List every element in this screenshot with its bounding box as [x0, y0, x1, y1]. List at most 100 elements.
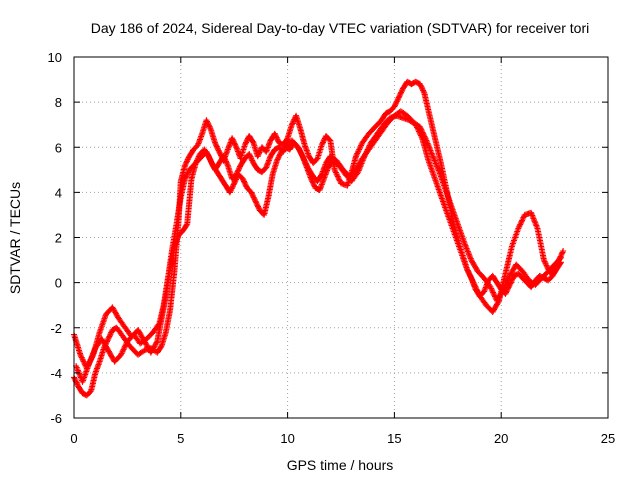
data-point-fill	[422, 136, 429, 143]
data-point-fill	[230, 137, 237, 144]
data-point-fill	[87, 356, 94, 363]
data-point-fill	[215, 147, 222, 154]
data-point	[464, 266, 470, 273]
data-point-fill	[74, 366, 81, 372]
y-tick-label: -6	[50, 411, 62, 426]
data-point-fill	[119, 347, 126, 354]
data-point-fill	[356, 146, 363, 153]
data-point-fill	[86, 359, 93, 366]
data-point-fill	[319, 168, 326, 175]
data-point	[229, 135, 236, 142]
data-point-fill	[519, 217, 526, 224]
data-point-fill	[320, 139, 326, 146]
data-point-fill	[241, 178, 247, 185]
data-point-fill	[420, 87, 427, 94]
data-point-fill	[473, 286, 480, 293]
data-point-fill	[248, 154, 254, 161]
data-point-fill	[468, 275, 475, 282]
y-tick-label: -2	[50, 321, 62, 336]
data-point-fill	[299, 153, 306, 160]
data-point-fill	[89, 352, 96, 359]
data-point-fill	[491, 292, 498, 299]
data-point-fill	[334, 173, 341, 180]
data-point	[528, 209, 535, 216]
data-point-fill	[420, 88, 427, 95]
data-point	[233, 144, 240, 151]
data-point-fill	[108, 329, 115, 336]
data-point	[203, 117, 210, 124]
data-point-fill	[543, 262, 550, 269]
data-point-fill	[223, 149, 230, 156]
data-point	[182, 162, 189, 169]
data-point-fill	[304, 164, 311, 171]
data-point-fill	[264, 144, 271, 151]
data-point	[316, 187, 323, 194]
data-point-fill	[398, 89, 405, 96]
data-point-fill	[473, 285, 479, 291]
data-point-fill	[119, 349, 126, 356]
data-point-fill	[309, 178, 316, 185]
data-point-fill	[434, 164, 441, 171]
data-point	[239, 175, 246, 182]
data-point-fill	[501, 283, 508, 290]
data-point-fill	[107, 330, 114, 337]
data-point-fill	[463, 245, 470, 252]
data-point-fill	[419, 129, 426, 136]
data-point	[353, 153, 359, 160]
data-point-fill	[462, 242, 469, 249]
data-point-fill	[255, 150, 262, 157]
data-point-fill	[300, 155, 307, 162]
grid-lines	[74, 57, 608, 418]
data-point-fill	[541, 258, 548, 265]
data-point	[220, 153, 227, 160]
data-point-fill	[255, 204, 262, 211]
data-point	[226, 189, 233, 196]
data-point	[77, 351, 84, 358]
data-point-fill	[426, 146, 433, 153]
data-point-fill	[533, 222, 540, 229]
data-point-fill	[520, 214, 527, 221]
data-point-fill	[469, 278, 476, 285]
data-point	[318, 142, 325, 148]
data-point-fill	[101, 341, 108, 347]
data-point-fill	[398, 88, 405, 95]
data-point-fill	[264, 160, 271, 167]
y-axis-label: SDTVAR / TECUs	[7, 182, 23, 294]
data-point-fill	[250, 193, 257, 200]
data-point-fill	[517, 220, 524, 227]
data-point-fill	[488, 285, 495, 292]
data-point-fill	[229, 136, 236, 143]
data-point-fill	[503, 279, 510, 286]
x-tick-label: 5	[177, 431, 184, 446]
data-point-fill	[231, 140, 238, 147]
data-point-fill	[243, 139, 250, 146]
data-point-fill	[301, 156, 308, 163]
data-point-fill	[357, 143, 364, 150]
data-point-fill	[320, 138, 327, 145]
data-point	[207, 157, 214, 164]
y-tick-label: 10	[48, 50, 62, 65]
data-point-fill	[183, 159, 190, 166]
data-point-fill	[235, 167, 242, 174]
data-point-fill	[529, 212, 536, 219]
x-axis-label: GPS time / hours	[287, 457, 394, 473]
y-tick-label: 2	[55, 231, 62, 246]
data-point-fill	[205, 122, 212, 129]
data-point-fill	[464, 267, 471, 274]
data-point	[288, 121, 295, 128]
data-point-fill	[542, 261, 549, 268]
data-point-fill	[107, 332, 113, 339]
data-point-fill	[208, 159, 215, 166]
data-point-fill	[425, 141, 432, 148]
data-point-fill	[431, 157, 438, 164]
data-point	[560, 248, 567, 254]
data-point	[500, 286, 507, 293]
data-point-fill	[465, 270, 472, 277]
data-point-fill	[393, 99, 400, 106]
data-point-fill	[104, 337, 111, 344]
data-point-fill	[153, 339, 160, 346]
data-point-fill	[516, 222, 523, 229]
data-point	[423, 137, 430, 144]
data-point-fill	[475, 290, 482, 297]
data-point-fill	[71, 375, 78, 382]
